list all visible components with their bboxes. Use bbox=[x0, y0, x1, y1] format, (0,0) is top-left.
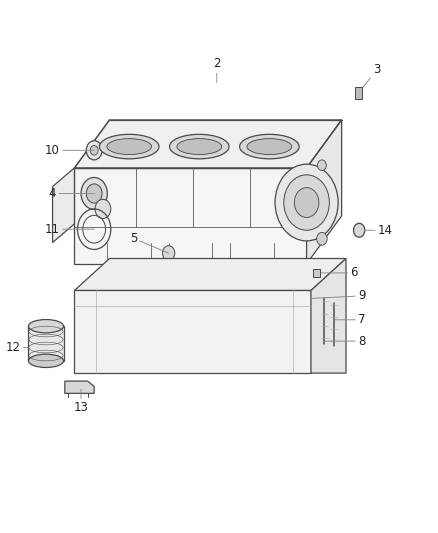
FancyBboxPatch shape bbox=[320, 344, 328, 352]
Text: 10: 10 bbox=[45, 144, 94, 157]
Text: 8: 8 bbox=[324, 335, 365, 348]
Circle shape bbox=[162, 246, 175, 261]
Circle shape bbox=[353, 223, 365, 237]
Circle shape bbox=[95, 199, 111, 219]
Text: 3: 3 bbox=[359, 63, 380, 93]
Polygon shape bbox=[311, 259, 346, 373]
Polygon shape bbox=[74, 168, 307, 264]
Circle shape bbox=[81, 177, 107, 209]
Circle shape bbox=[86, 141, 102, 160]
Circle shape bbox=[318, 160, 326, 171]
Ellipse shape bbox=[107, 139, 152, 155]
Ellipse shape bbox=[240, 134, 299, 159]
Circle shape bbox=[86, 184, 102, 203]
Ellipse shape bbox=[247, 139, 292, 155]
Ellipse shape bbox=[177, 139, 222, 155]
Polygon shape bbox=[74, 259, 346, 290]
Circle shape bbox=[294, 188, 319, 217]
Circle shape bbox=[90, 146, 98, 155]
Text: 9: 9 bbox=[311, 289, 366, 302]
Text: 5: 5 bbox=[130, 232, 169, 253]
Polygon shape bbox=[307, 120, 342, 264]
Text: 6: 6 bbox=[317, 266, 358, 279]
Ellipse shape bbox=[28, 320, 64, 333]
Text: 4: 4 bbox=[49, 187, 94, 200]
FancyBboxPatch shape bbox=[330, 346, 338, 354]
Text: 14: 14 bbox=[365, 224, 393, 237]
Text: 11: 11 bbox=[45, 223, 94, 236]
Text: 7: 7 bbox=[334, 313, 366, 326]
Text: 12: 12 bbox=[6, 341, 28, 354]
Polygon shape bbox=[28, 326, 64, 361]
Polygon shape bbox=[53, 168, 74, 243]
Polygon shape bbox=[74, 290, 311, 373]
Circle shape bbox=[284, 175, 329, 230]
Text: 2: 2 bbox=[213, 58, 221, 83]
Ellipse shape bbox=[99, 134, 159, 159]
Polygon shape bbox=[74, 120, 342, 168]
Polygon shape bbox=[65, 381, 94, 393]
FancyBboxPatch shape bbox=[313, 269, 320, 277]
Ellipse shape bbox=[28, 354, 64, 368]
Circle shape bbox=[275, 164, 338, 241]
Text: 13: 13 bbox=[74, 389, 88, 414]
Circle shape bbox=[317, 232, 327, 245]
Ellipse shape bbox=[170, 134, 229, 159]
FancyBboxPatch shape bbox=[355, 87, 362, 99]
